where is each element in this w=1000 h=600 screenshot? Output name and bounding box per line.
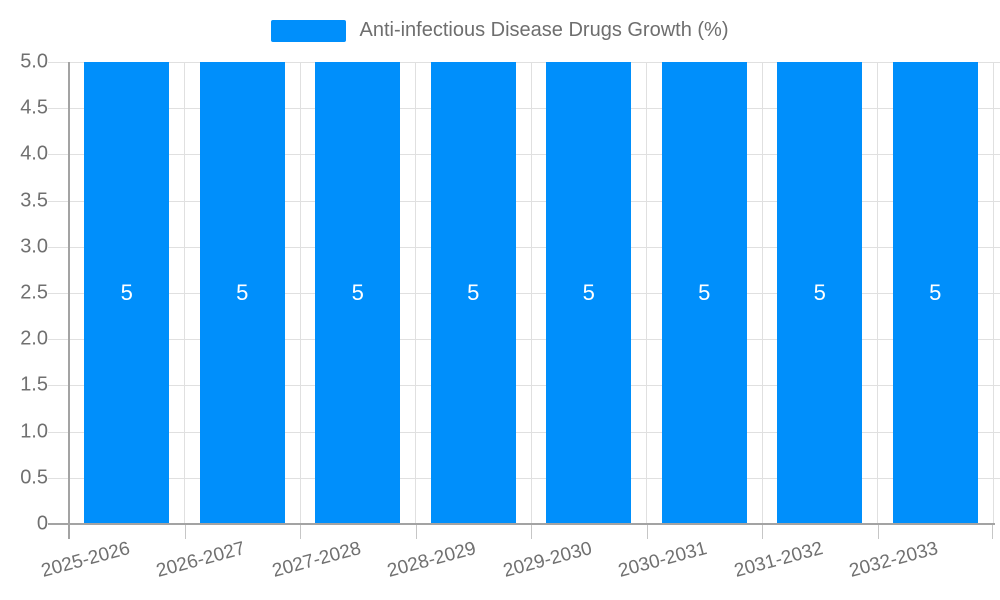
plot-area: 0 0.5 1.0 1.5 2.0 2.5 3.0 3.5 4.0 4.5 5.0 5 2025-202… [20, 51, 1000, 582]
x-axis-tick [184, 525, 186, 539]
bar-value-label: 5 [582, 280, 595, 305]
x-axis-tick [762, 525, 763, 539]
bar-value-label: 5 [698, 280, 711, 305]
bar-value-label: 5 [467, 280, 480, 305]
legend-swatch [271, 19, 347, 42]
y-axis-tick-label: 3.5 [20, 189, 48, 212]
y-axis-line [68, 62, 70, 539]
bar[interactable]: 5 [661, 62, 747, 524]
x-axis-category-label: 2030-2031 [616, 538, 710, 582]
bar[interactable]: 5 [84, 62, 170, 524]
bar-value-label: 5 [120, 280, 133, 305]
gridline-vertical [415, 62, 416, 524]
y-axis-tick-label: 3.0 [20, 235, 48, 258]
legend-label: Anti-infectious Disease Drugs Growth (%) [359, 19, 729, 41]
gridline-horizontal [48, 108, 1000, 110]
x-axis-tick [646, 525, 648, 539]
x-axis-category-label: 2026-2027 [154, 538, 248, 582]
bar[interactable]: 5 [430, 62, 516, 524]
gridline-vertical [992, 62, 994, 524]
bar[interactable]: 5 [892, 62, 978, 524]
gridline-horizontal [48, 293, 1000, 294]
gridline-vertical [184, 62, 185, 524]
bar-value-label: 5 [929, 280, 942, 305]
bar-value-label: 5 [351, 280, 364, 305]
x-axis-category-label: 2032-2033 [847, 538, 941, 582]
x-axis-line [48, 523, 995, 525]
gridline-horizontal [48, 246, 1000, 248]
y-axis-tick-label: 1.0 [20, 420, 48, 443]
x-axis-category-label: 2028-2029 [385, 538, 479, 582]
y-axis-tick-label: 2.0 [20, 327, 48, 350]
bar-value-label: 5 [236, 280, 249, 305]
bar[interactable]: 5 [546, 62, 632, 524]
gridline-horizontal [48, 385, 1000, 387]
y-axis-tick-label: 4.0 [20, 142, 48, 165]
gridline-horizontal [48, 200, 1000, 202]
bar[interactable]: 5 [199, 62, 285, 524]
bar[interactable]: 5 [777, 62, 863, 524]
y-axis-tick-label: 5.0 [20, 50, 48, 73]
gridline-vertical [761, 62, 763, 524]
gridline-vertical [877, 62, 878, 524]
y-axis-tick-label: 1.5 [20, 373, 48, 396]
chart-legend-item[interactable]: Anti-infectious Disease Drugs Growth (%) [0, 19, 1000, 42]
gridline-horizontal [48, 431, 1000, 433]
x-axis-category-label: 2025-2026 [38, 538, 133, 582]
x-axis-tick [992, 525, 993, 539]
bar[interactable]: 5 [315, 62, 401, 524]
gridline-horizontal [48, 477, 1000, 479]
x-axis-category-label: 2027-2028 [269, 538, 364, 582]
gridline-horizontal [48, 339, 1000, 341]
bar-value-label: 5 [813, 280, 826, 305]
x-axis-tick [300, 525, 301, 539]
y-axis-tick-label: 2.5 [20, 281, 48, 304]
y-axis-tick-label: 4.5 [20, 96, 48, 119]
x-axis-tick [877, 525, 879, 539]
y-axis-tick-label: 0.5 [20, 466, 48, 489]
gridline-vertical [530, 62, 532, 524]
x-axis-category-label: 2029-2030 [500, 538, 595, 582]
gridline-vertical [299, 62, 301, 524]
x-axis-category-label: 2031-2032 [731, 538, 826, 582]
gridline-horizontal [48, 154, 1000, 156]
x-axis-tick [531, 525, 532, 539]
y-axis-tick-label: 0 [36, 512, 48, 535]
gridline-horizontal [48, 62, 1000, 63]
x-axis-tick [415, 525, 417, 539]
gridline-vertical [646, 62, 647, 524]
